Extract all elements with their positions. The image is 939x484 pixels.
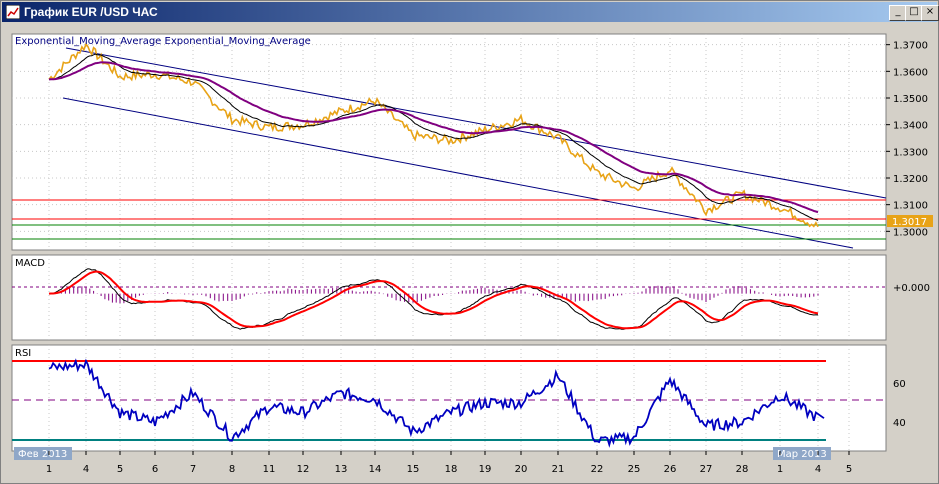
price-series bbox=[48, 42, 819, 228]
current-price-text: 1.3017 bbox=[892, 217, 927, 228]
right-month-badge bbox=[773, 447, 831, 460]
day-tick-label: 13 bbox=[335, 464, 348, 475]
rsi-label: RSI bbox=[15, 348, 31, 359]
horizontal-grid bbox=[12, 44, 886, 232]
rsi-series bbox=[48, 358, 825, 448]
macd-label: MACD bbox=[15, 258, 45, 269]
ema-fast-line bbox=[48, 53, 819, 221]
day-tick-label: 5 bbox=[117, 464, 123, 475]
channel-upper-line bbox=[65, 47, 887, 199]
window-title: График EUR /USD ЧАС bbox=[24, 5, 158, 19]
day-tick-label: 12 bbox=[297, 464, 310, 475]
time-axis: 1 4 5 6 7 8 11 12 13 14 15 18 19 20 21 22 25 26 27 28 1 4 5 bbox=[46, 451, 852, 475]
indicator-label: Exponential_Moving_Average Exponential_M… bbox=[15, 36, 311, 47]
macd-panel[interactable] bbox=[11, 254, 887, 341]
rsi-tick-40: 40 bbox=[893, 418, 906, 429]
close-button[interactable]: × bbox=[921, 5, 939, 21]
day-tick-label: 19 bbox=[479, 464, 492, 475]
current-price-badge bbox=[887, 215, 933, 227]
price-tick-label: 1.3600 bbox=[893, 67, 928, 78]
day-tick-label: 4 bbox=[815, 464, 821, 475]
day-tick-label: 20 bbox=[515, 464, 528, 475]
day-tick-label: 15 bbox=[407, 464, 420, 475]
day-tick-label: 26 bbox=[664, 464, 677, 475]
macd-signal-line bbox=[48, 270, 819, 330]
day-tick-label: 11 bbox=[263, 464, 276, 475]
right-month-label: Мар 2013 bbox=[777, 449, 827, 460]
left-month-badge bbox=[14, 447, 72, 460]
day-tick-label: 8 bbox=[229, 464, 235, 475]
price-axis: 1.3700 1.3600 1.3500 1.3400 1.3300 1.3200 1.31… bbox=[886, 41, 928, 238]
price-tick-label: 1.3100 bbox=[893, 201, 928, 212]
price-tick-label: 1.3400 bbox=[893, 121, 928, 132]
macd-zero-tick: +0.000 bbox=[893, 283, 930, 294]
chart-icon bbox=[6, 5, 20, 19]
title-bar[interactable]: График EUR /USD ЧАС _ □ × bbox=[2, 2, 939, 22]
price-tick-label: 1.3500 bbox=[893, 94, 928, 105]
rsi-tick-60: 60 bbox=[893, 379, 906, 390]
day-tick-label: 6 bbox=[152, 464, 158, 475]
day-tick-label: 5 bbox=[846, 464, 852, 475]
day-tick-label: 4 bbox=[83, 464, 89, 475]
day-tick-label: 22 bbox=[591, 464, 604, 475]
ema-slow-line bbox=[48, 61, 819, 214]
chart-area[interactable]: Exponential_Moving_Average Exponential_M… bbox=[1, 23, 938, 483]
price-tick-label: 1.3200 bbox=[893, 174, 928, 185]
day-tick-label: 21 bbox=[552, 464, 565, 475]
vertical-grid bbox=[48, 34, 850, 451]
day-tick-label: 7 bbox=[190, 464, 196, 475]
price-tick-label: 1.3700 bbox=[893, 41, 928, 52]
macd-histogram bbox=[48, 285, 819, 304]
rsi-panel[interactable] bbox=[11, 344, 887, 452]
day-tick-label: 1 bbox=[777, 464, 783, 475]
price-tick-label: 1.3300 bbox=[893, 147, 928, 158]
day-tick-label: 27 bbox=[700, 464, 713, 475]
day-tick-label: 1 bbox=[46, 464, 52, 475]
day-tick-label: 18 bbox=[445, 464, 458, 475]
day-tick-label: 14 bbox=[369, 464, 382, 475]
channel-lower-line bbox=[62, 97, 854, 249]
day-tick-label: 28 bbox=[736, 464, 749, 475]
left-month-label: Фев 2013 bbox=[18, 449, 67, 460]
day-tick-label: 25 bbox=[628, 464, 641, 475]
price-tick-label: 1.3000 bbox=[893, 227, 928, 238]
